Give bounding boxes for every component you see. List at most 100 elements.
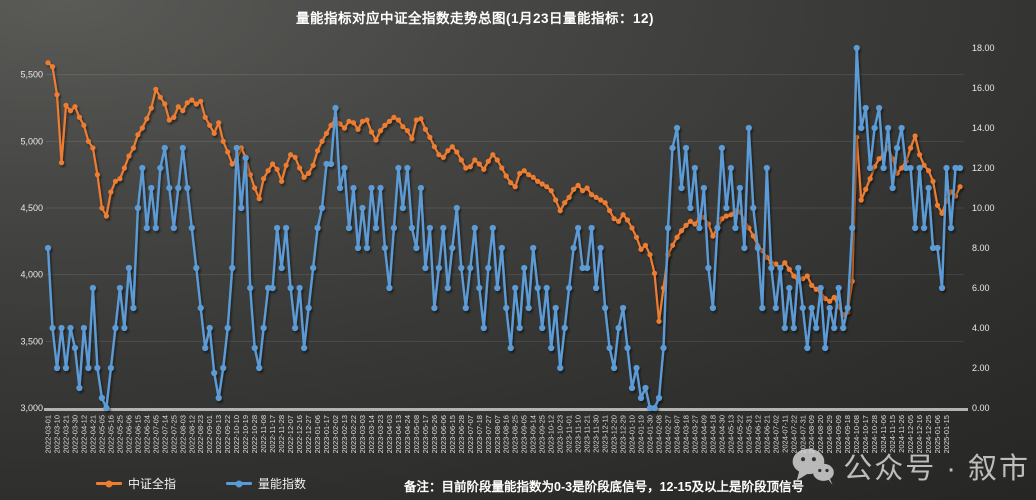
x-axis-label: 2024-04-30 [717, 415, 726, 453]
x-axis-label: 2022-05-16 [106, 415, 115, 453]
x-axis-label: 2025-01-15 [942, 415, 951, 453]
right-axis-label: 14.00 [972, 123, 995, 133]
volume-series-marker [588, 224, 595, 232]
csi-series-marker [270, 161, 276, 167]
volume-series-marker [669, 144, 676, 152]
x-axis-label: 2023-08-16 [502, 415, 511, 453]
csi-series-marker [355, 126, 361, 132]
volume-series-marker [229, 264, 236, 272]
volume-series-marker [786, 284, 793, 292]
volume-series-marker [323, 160, 330, 168]
x-axis-label: 2023-02-13 [340, 415, 349, 453]
volume-series-marker [413, 244, 420, 252]
volume-series-marker [107, 364, 114, 372]
csi-series-marker [607, 208, 613, 214]
wechat-icon [792, 448, 835, 485]
csi-series-marker [651, 270, 658, 276]
x-axis-label: 2023-12-20 [610, 415, 619, 453]
csi-series-marker [135, 132, 141, 138]
volume-series-marker [651, 404, 658, 412]
csi-series-marker [633, 234, 640, 240]
x-axis-label: 2023-12-29 [619, 415, 628, 453]
x-axis-label: 2023-07-07 [466, 415, 475, 453]
x-axis-label: 2025-01-06 [933, 415, 942, 453]
csi-series-marker [678, 228, 685, 234]
csi-series-marker [728, 212, 734, 218]
csi-series-marker [445, 148, 451, 154]
volume-series-marker [804, 344, 811, 352]
volume-series-marker [305, 304, 312, 312]
volume-series-marker [480, 324, 487, 332]
volume-series-marker [467, 264, 474, 272]
volume-series-marker [741, 244, 748, 252]
volume-series-marker [440, 224, 447, 232]
csi-series-marker [431, 144, 437, 150]
csi-series-marker [166, 117, 172, 123]
x-axis-label: 2024-10-17 [861, 415, 870, 453]
x-axis-label: 2022-08-03 [178, 415, 187, 453]
x-axis-label: 2024-04-09 [699, 415, 708, 453]
csi-series-marker [58, 160, 65, 166]
x-axis-label: 2023-04-24 [403, 415, 412, 453]
x-axis-label: 2024-06-12 [753, 415, 762, 453]
x-axis-label: 2023-06-06 [439, 415, 448, 453]
volume-series-marker [494, 284, 501, 292]
volume-series-marker [566, 284, 573, 292]
csi-series-marker [593, 194, 599, 200]
volume-series-marker [139, 164, 146, 172]
volume-series-marker [849, 224, 856, 232]
csi-series-marker [49, 64, 56, 70]
volume-series-marker [462, 304, 469, 312]
volume-series-marker [489, 224, 496, 232]
right-axis-label: 18.00 [972, 43, 995, 53]
left-axis-label: 5,500 [20, 70, 43, 80]
volume-series-marker [359, 204, 366, 212]
volume-series-marker [112, 324, 119, 332]
volume-series-marker [750, 204, 757, 212]
csi-series-marker [90, 145, 96, 151]
x-axis-label: 2022-05-05 [97, 415, 106, 453]
csi-series-marker [930, 178, 936, 184]
x-axis-label: 2022-09-13 [214, 415, 223, 453]
csi-series-marker [225, 149, 231, 155]
x-axis-label: 2023-11-10 [574, 415, 583, 453]
volume-series-marker [368, 184, 375, 192]
csi-series-marker [526, 172, 532, 178]
volume-series-marker [777, 264, 784, 272]
right-axis-label: 16.00 [972, 83, 995, 93]
csi-series-marker [323, 130, 330, 136]
csi-series-marker [867, 176, 873, 182]
csi-series-marker [67, 108, 74, 114]
csi-series-marker [616, 218, 622, 224]
x-axis-label: 2024-06-21 [762, 415, 771, 453]
volume-series-marker [687, 204, 694, 212]
x-axis-label: 2023-11-21 [583, 415, 592, 453]
csi-series-marker [436, 152, 442, 158]
csi-series-marker [350, 120, 357, 126]
volume-series-marker [211, 369, 218, 377]
x-axis-label: 2023-03-14 [367, 415, 376, 453]
csi-series-marker [449, 144, 455, 150]
csi-series-marker [413, 117, 419, 123]
volume-series-marker [98, 394, 105, 402]
csi-series-marker [912, 133, 918, 139]
x-axis-label: 2024-11-06 [879, 415, 888, 453]
left-axis-label: 4,500 [20, 203, 43, 213]
csi-series-marker [310, 162, 316, 168]
volume-series-marker [929, 244, 937, 252]
volume-series-marker [71, 344, 79, 352]
left-axis-label: 3,000 [20, 403, 43, 413]
volume-series-marker [907, 164, 914, 172]
csi-series-marker [934, 202, 941, 208]
volume-series-marker [584, 264, 591, 272]
csi-series-marker [611, 216, 617, 222]
csi-series-marker [422, 126, 428, 132]
volume-series-marker [80, 324, 87, 332]
legend-item-csi: 中证全指 [96, 475, 176, 492]
volume-series-marker [386, 284, 393, 292]
x-axis-label: 2024-05-31 [744, 415, 753, 453]
volume-series-marker [372, 224, 380, 232]
csi-series-marker [872, 164, 878, 170]
csi-series-marker [400, 124, 406, 130]
volume-series-marker [921, 224, 928, 232]
